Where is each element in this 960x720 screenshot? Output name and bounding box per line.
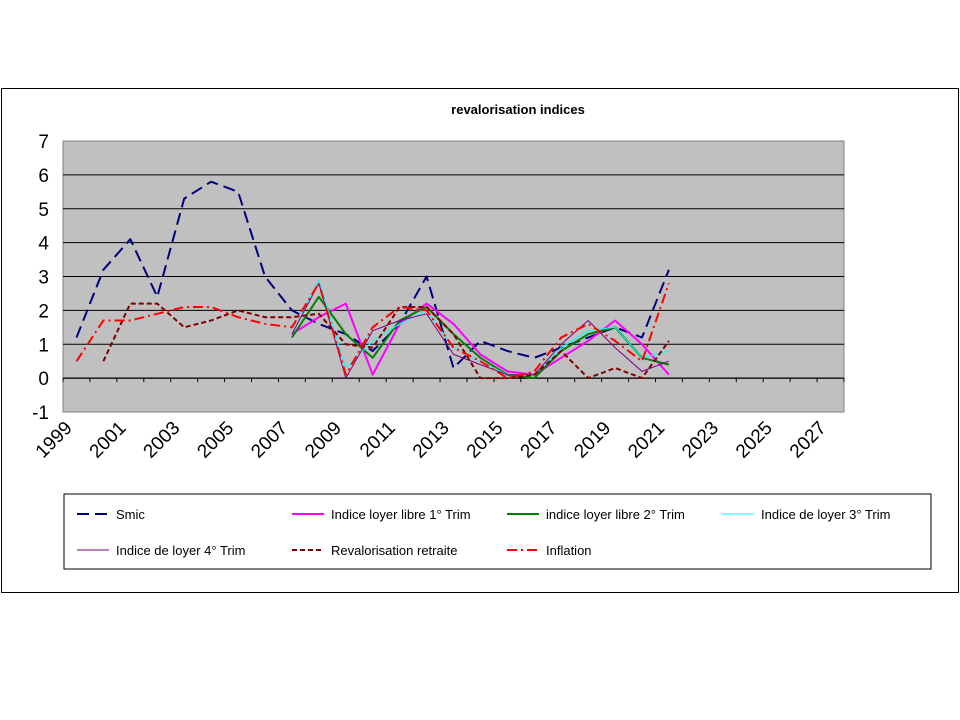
x-tick-label: 2019	[570, 418, 615, 463]
legend-label: Inflation	[546, 543, 592, 558]
y-tick-label: 5	[38, 200, 49, 221]
x-tick-label: 2011	[356, 418, 400, 462]
y-tick-label: 2	[38, 301, 49, 322]
series-line-2	[291, 302, 670, 376]
y-tick-label: 3	[38, 268, 49, 289]
y-tick-label: 7	[38, 132, 49, 153]
x-tick-label: 2021	[624, 418, 669, 463]
legend-label: Smic	[116, 507, 145, 522]
legend-label: Indice de loyer 4° Trim	[116, 543, 245, 558]
y-tick-label: 4	[38, 234, 49, 255]
series-line-3	[291, 295, 670, 380]
x-tick-label: 2017	[517, 418, 562, 463]
chart-title: revalorisation indices	[451, 102, 585, 117]
x-tick-label: 2005	[193, 418, 238, 463]
legend-label: indice loyer libre 2° Trim	[546, 507, 685, 522]
chart-frame: revalorisation indices -1 0 1 2 3 4 5 6 7 1999 200…	[1, 88, 959, 593]
y-tick-label: -1	[32, 403, 49, 424]
legend-label: Indice de loyer 3° Trim	[761, 507, 890, 522]
x-tick-label: 2001	[86, 418, 131, 463]
x-tick-label: 2015	[463, 418, 508, 463]
y-tick-label: 0	[38, 369, 49, 390]
legend-box	[63, 493, 932, 570]
x-tick-label: 2007	[247, 418, 292, 463]
legend-label: Revalorisation retraite	[331, 543, 457, 558]
x-tick-label: 2009	[301, 418, 346, 463]
y-tick-label: 6	[38, 166, 49, 187]
series-layer	[75, 180, 670, 380]
x-tick-label: 2025	[732, 418, 777, 463]
x-tick-label: 2023	[678, 418, 723, 463]
x-tick-label: 2027	[786, 418, 831, 463]
series-line-6	[102, 302, 670, 380]
x-tick-label: 2003	[140, 418, 185, 463]
series-line-5	[291, 282, 670, 379]
y-tick-label: 1	[38, 335, 49, 356]
legend-label: Indice loyer libre 1° Trim	[331, 507, 471, 522]
x-tick-label: 2013	[409, 418, 454, 463]
series-line-7	[75, 282, 670, 380]
x-tick-label: 1999	[32, 418, 77, 463]
legend: Smic Indice loyer libre 1° Trim indice loy…	[63, 493, 932, 570]
